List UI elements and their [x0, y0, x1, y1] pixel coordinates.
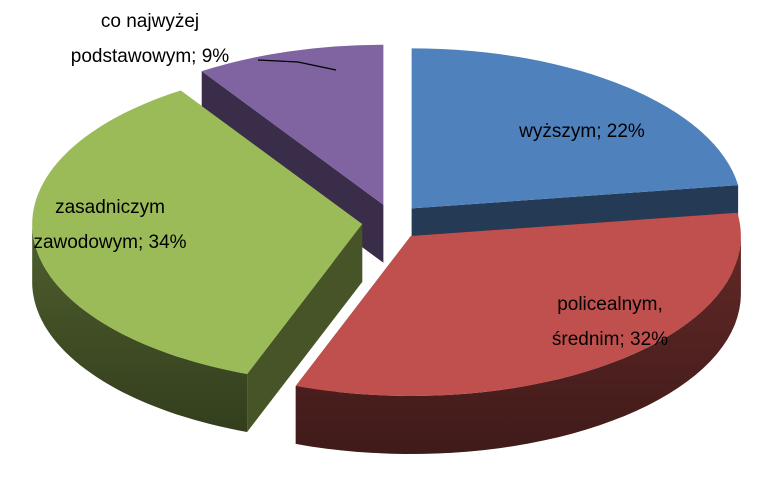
slice-cut-face — [247, 224, 363, 432]
slice-side-shade — [32, 224, 248, 432]
slice — [201, 44, 384, 205]
slice-side-shade — [295, 236, 741, 454]
data-label: zasadniczym zawodowym; 34% — [33, 197, 186, 253]
slice — [32, 90, 363, 374]
data-label: policealnym, średnim; 32% — [552, 294, 668, 350]
slice — [295, 212, 741, 396]
labels: wyższym; 22% policealnym, średnim; 32% zasa… — [33, 11, 668, 350]
slice-tops — [32, 44, 741, 396]
leader-line — [257, 59, 337, 71]
data-label: wyższym; 22% — [518, 121, 645, 142]
slice — [411, 48, 739, 209]
data-label: co najwyżej podstawowym; 9% — [71, 11, 230, 67]
